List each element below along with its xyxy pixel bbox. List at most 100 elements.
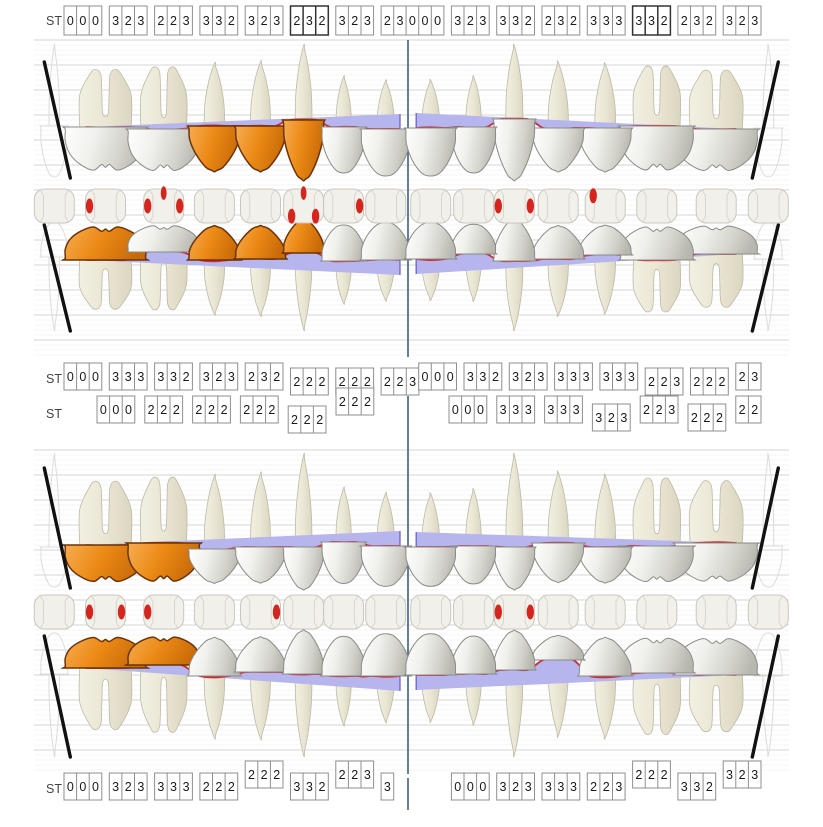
svg-text:2: 2 (691, 411, 698, 425)
svg-text:2: 2 (706, 375, 713, 389)
svg-text:ST: ST (46, 782, 62, 796)
svg-text:2: 2 (661, 375, 668, 389)
svg-text:3: 3 (454, 14, 461, 28)
svg-text:2: 2 (304, 413, 311, 427)
svg-text:3: 3 (573, 403, 580, 417)
svg-text:0: 0 (452, 403, 459, 417)
svg-text:3: 3 (615, 14, 622, 28)
svg-text:2: 2 (351, 768, 358, 782)
svg-text:3: 3 (261, 370, 268, 384)
svg-text:0: 0 (447, 370, 454, 384)
svg-text:2: 2 (221, 403, 228, 417)
svg-text:3: 3 (726, 768, 733, 782)
svg-text:3: 3 (681, 780, 688, 794)
svg-text:3: 3 (500, 14, 507, 28)
svg-text:2: 2 (719, 375, 726, 389)
svg-text:3: 3 (112, 14, 119, 28)
svg-text:2: 2 (661, 768, 668, 782)
svg-text:3: 3 (673, 375, 680, 389)
svg-text:3: 3 (339, 14, 346, 28)
svg-text:3: 3 (228, 370, 235, 384)
svg-text:3: 3 (628, 370, 635, 384)
svg-text:3: 3 (170, 780, 177, 794)
svg-text:ST: ST (46, 372, 62, 386)
svg-text:2: 2 (492, 370, 499, 384)
svg-text:2: 2 (261, 768, 268, 782)
svg-text:2: 2 (512, 780, 519, 794)
svg-text:2: 2 (148, 403, 155, 417)
svg-text:2: 2 (316, 413, 323, 427)
svg-text:2: 2 (339, 395, 346, 409)
svg-text:3: 3 (751, 768, 758, 782)
svg-text:3: 3 (648, 14, 655, 28)
svg-text:3: 3 (583, 370, 590, 384)
svg-text:2: 2 (608, 411, 615, 425)
svg-text:3: 3 (635, 14, 642, 28)
svg-text:2: 2 (273, 370, 280, 384)
svg-text:2: 2 (273, 768, 280, 782)
svg-text:2: 2 (208, 403, 215, 417)
svg-text:3: 3 (479, 14, 486, 28)
svg-text:3: 3 (547, 403, 554, 417)
svg-text:2: 2 (739, 370, 746, 384)
svg-text:2: 2 (228, 780, 235, 794)
svg-text:3: 3 (479, 370, 486, 384)
svg-text:3: 3 (512, 370, 519, 384)
svg-text:0: 0 (79, 780, 86, 794)
svg-text:3: 3 (248, 14, 255, 28)
svg-text:3: 3 (273, 14, 280, 28)
svg-text:ST: ST (46, 407, 62, 421)
svg-text:0: 0 (92, 14, 99, 28)
svg-text:0: 0 (112, 403, 119, 417)
svg-text:2: 2 (125, 14, 132, 28)
svg-text:3: 3 (570, 370, 577, 384)
svg-text:3: 3 (183, 14, 190, 28)
svg-text:3: 3 (603, 14, 610, 28)
svg-text:3: 3 (157, 370, 164, 384)
svg-text:0: 0 (434, 370, 441, 384)
svg-text:2: 2 (603, 780, 610, 794)
svg-text:2: 2 (256, 403, 263, 417)
svg-text:3: 3 (364, 768, 371, 782)
svg-text:2: 2 (170, 14, 177, 28)
svg-text:2: 2 (635, 768, 642, 782)
svg-text:3: 3 (137, 14, 144, 28)
svg-text:0: 0 (92, 370, 99, 384)
svg-text:2: 2 (751, 403, 758, 417)
svg-text:2: 2 (648, 768, 655, 782)
svg-text:3: 3 (512, 14, 519, 28)
svg-text:3: 3 (557, 780, 564, 794)
svg-text:0: 0 (79, 370, 86, 384)
svg-text:3: 3 (183, 780, 190, 794)
svg-text:2: 2 (173, 403, 180, 417)
svg-text:2: 2 (681, 14, 688, 28)
svg-text:2: 2 (339, 768, 346, 782)
svg-text:2: 2 (248, 370, 255, 384)
svg-text:0: 0 (67, 780, 74, 794)
svg-text:3: 3 (595, 411, 602, 425)
svg-text:2: 2 (293, 375, 300, 389)
svg-text:2: 2 (739, 403, 746, 417)
svg-text:2: 2 (648, 375, 655, 389)
svg-text:0: 0 (67, 370, 74, 384)
svg-text:0: 0 (464, 403, 471, 417)
svg-text:3: 3 (525, 780, 532, 794)
svg-text:2: 2 (525, 370, 532, 384)
svg-text:2: 2 (384, 375, 391, 389)
svg-text:2: 2 (319, 14, 326, 28)
svg-text:3: 3 (557, 14, 564, 28)
svg-text:0: 0 (434, 14, 441, 28)
svg-text:2: 2 (643, 403, 650, 417)
svg-text:2: 2 (228, 14, 235, 28)
svg-text:0: 0 (477, 403, 484, 417)
svg-text:2: 2 (570, 14, 577, 28)
svg-text:2: 2 (268, 403, 275, 417)
svg-text:3: 3 (751, 370, 758, 384)
svg-text:3: 3 (512, 403, 519, 417)
svg-text:3: 3 (525, 403, 532, 417)
svg-text:2: 2 (693, 375, 700, 389)
svg-text:2: 2 (157, 14, 164, 28)
svg-text:2: 2 (215, 370, 222, 384)
svg-text:2: 2 (306, 375, 313, 389)
svg-text:3: 3 (537, 370, 544, 384)
